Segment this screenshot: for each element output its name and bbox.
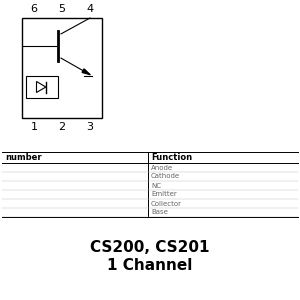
Text: Base: Base: [151, 209, 168, 215]
Bar: [22, 18, 102, 118]
Text: Function: Function: [151, 153, 192, 162]
Text: 1 Channel: 1 Channel: [107, 259, 193, 274]
Text: Cathode: Cathode: [151, 173, 180, 179]
Text: Emitter: Emitter: [151, 191, 177, 197]
Text: 4: 4: [86, 4, 94, 14]
Text: 5: 5: [58, 4, 65, 14]
Polygon shape: [82, 69, 90, 75]
Bar: [26, 76, 58, 98]
Text: number: number: [5, 153, 42, 162]
Text: 3: 3: [86, 122, 94, 132]
Text: CS200, CS201: CS200, CS201: [90, 241, 210, 256]
Text: 2: 2: [58, 122, 66, 132]
Text: Anode: Anode: [151, 164, 173, 170]
Text: 1: 1: [31, 122, 38, 132]
Polygon shape: [37, 82, 46, 92]
Text: 6: 6: [31, 4, 38, 14]
Text: NC: NC: [151, 182, 161, 188]
Text: Collector: Collector: [151, 200, 182, 206]
